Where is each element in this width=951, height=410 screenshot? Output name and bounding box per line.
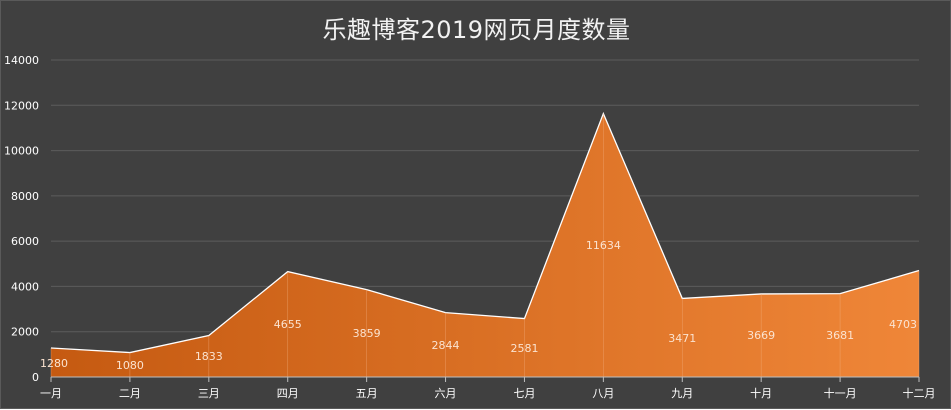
y-tick-label-3: 6000: [11, 235, 39, 248]
x-tick-label-11: 十二月: [903, 386, 936, 400]
data-label-11: 4703: [889, 318, 917, 331]
x-tick-label-3: 四月: [277, 387, 299, 400]
x-tick-label-9: 十月: [750, 386, 772, 400]
data-label-5: 2844: [432, 339, 460, 352]
x-tick-label-6: 七月: [513, 387, 535, 400]
data-label-1: 1080: [116, 359, 144, 372]
y-tick-label-5: 10000: [4, 145, 39, 158]
y-tick-label-0: 0: [32, 371, 39, 384]
y-axis-ticks: 0 2000 4000 6000 8000 10000 12000 14000: [4, 54, 39, 384]
y-tick-label-7: 14000: [4, 54, 39, 67]
x-tick-label-7: 八月: [592, 387, 614, 400]
y-tick-label-6: 12000: [4, 99, 39, 112]
data-label-3: 4655: [274, 318, 302, 331]
x-tick-label-2: 三月: [198, 387, 220, 400]
data-label-10: 3681: [826, 329, 854, 342]
data-label-4: 3859: [353, 327, 381, 340]
x-tick-label-10: 十一月: [824, 386, 857, 400]
data-label-2: 1833: [195, 350, 223, 363]
data-label-9: 3669: [747, 329, 775, 342]
x-tick-label-4: 五月: [356, 387, 378, 400]
x-tick-label-1: 二月: [119, 387, 141, 400]
y-tick-label-1: 2000: [11, 326, 39, 339]
y-tick-label-4: 8000: [11, 190, 39, 203]
x-tick-label-8: 九月: [671, 387, 693, 400]
data-area: [50, 111, 920, 378]
area-fill: [51, 113, 919, 377]
data-label-7: 11634: [586, 239, 621, 252]
chart-title: 乐趣博客2019网页月度数量: [322, 16, 631, 44]
x-axis-ticks: 一月 二月 三月 四月 五月 六月 七月 八月 九月 十月 十一月 十二月: [40, 377, 936, 400]
x-tick-label-5: 六月: [435, 387, 457, 400]
data-label-0: 1280: [40, 357, 68, 370]
y-tick-label-2: 4000: [11, 280, 39, 293]
area-outline: [50, 111, 920, 354]
x-tick-label-0: 一月: [40, 387, 62, 400]
data-label-6: 2581: [510, 342, 538, 355]
data-label-8: 3471: [668, 332, 696, 345]
data-labels: 1280 1080 1833 4655 3859 2844 2581 11634 3471 366…: [40, 239, 917, 372]
